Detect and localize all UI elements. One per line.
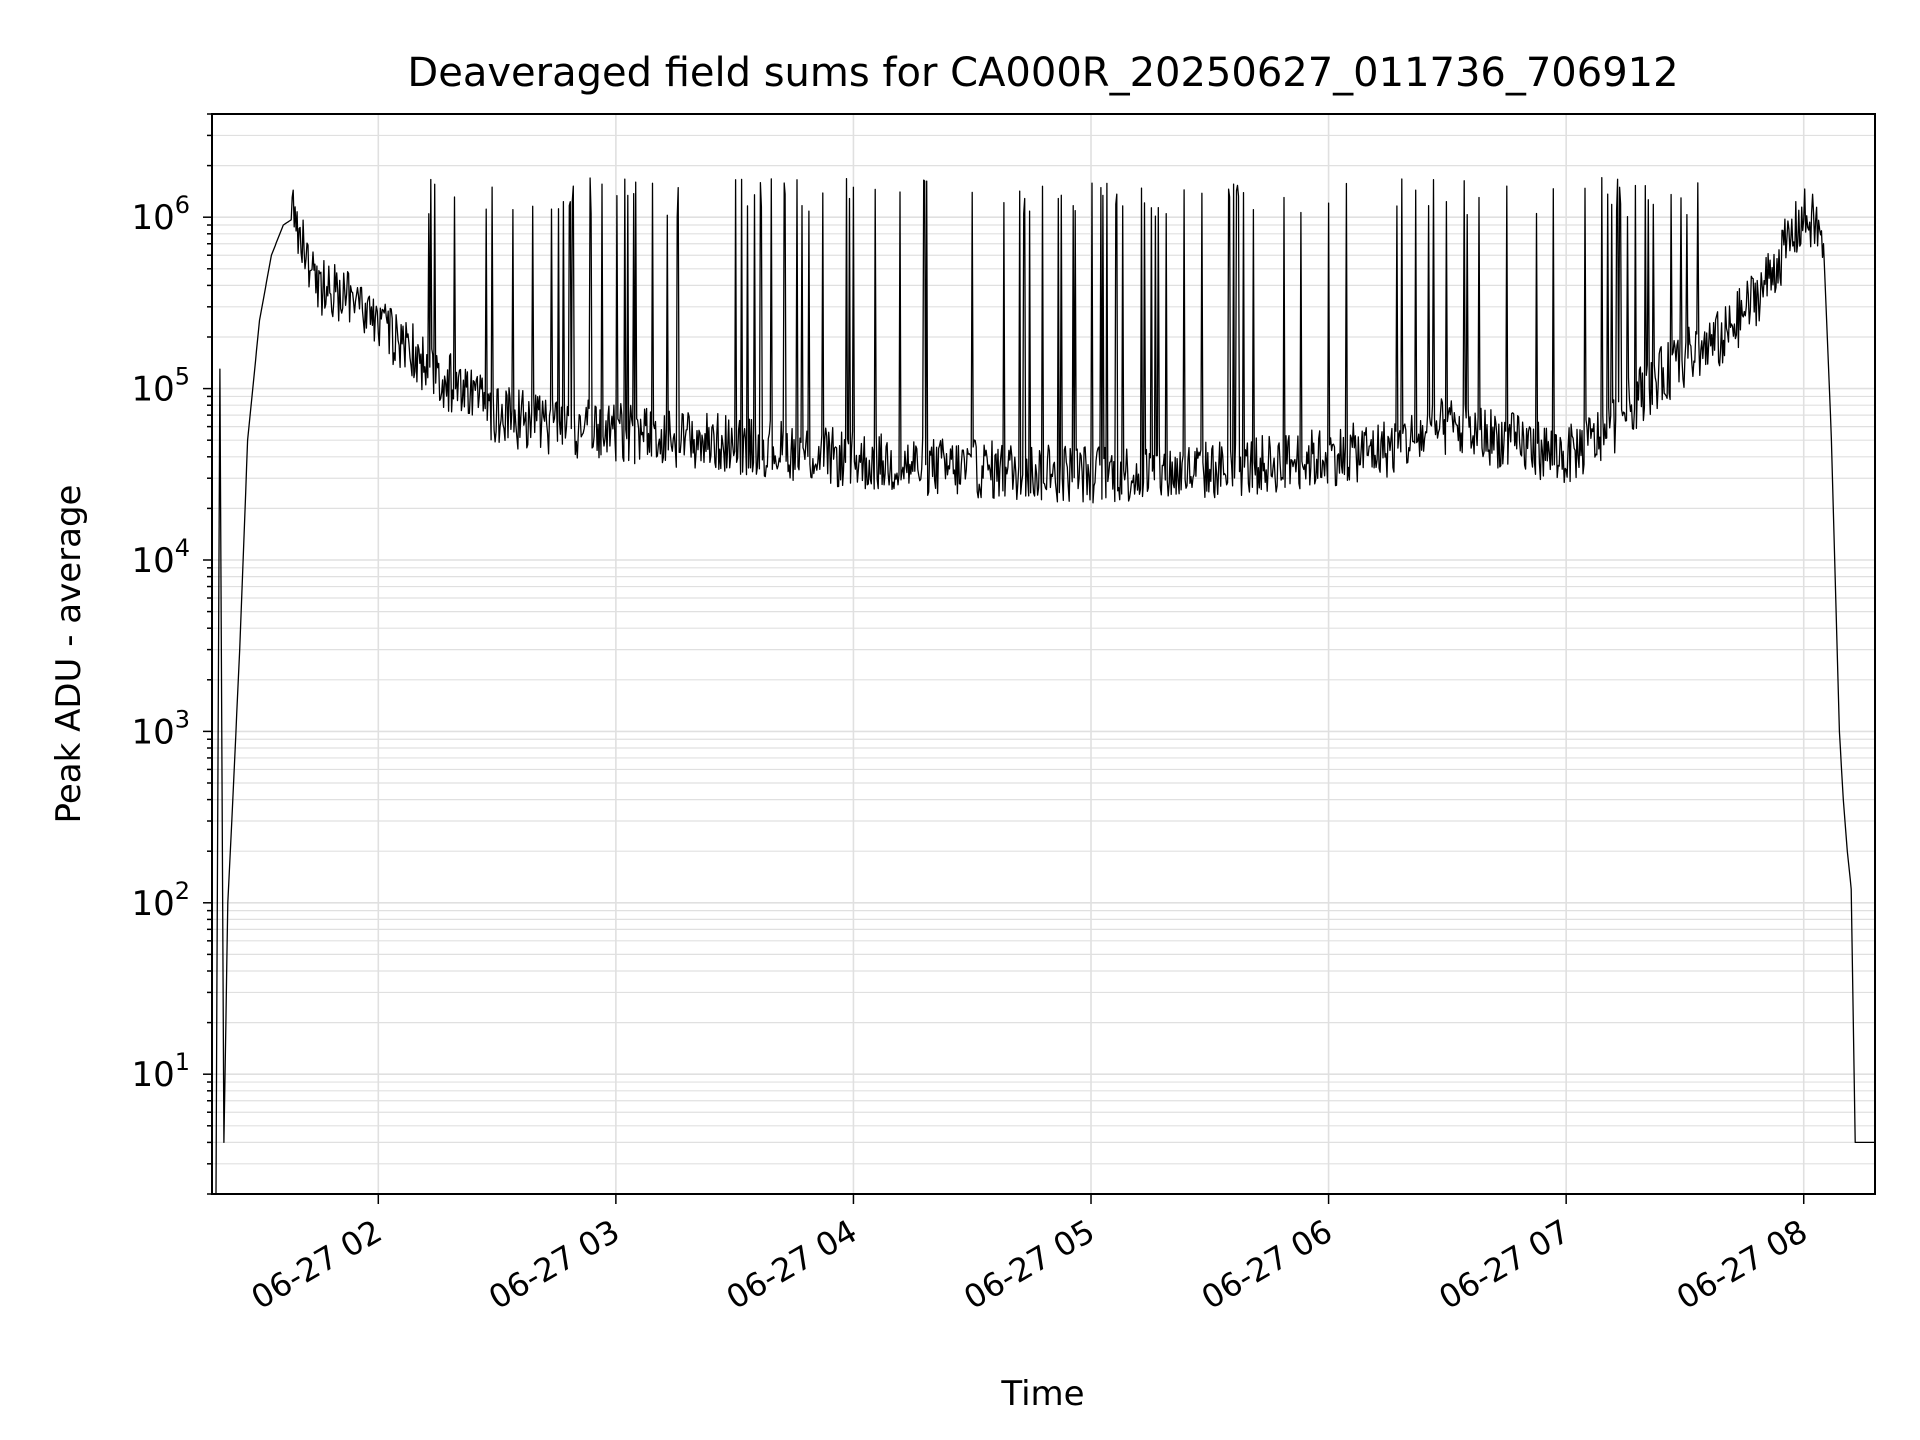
- y-tick-label: 105: [131, 363, 190, 410]
- y-tick-label: 103: [131, 705, 190, 752]
- y-tick-label-exponent: 5: [175, 363, 190, 391]
- y-tick-label-base: 10: [131, 541, 174, 581]
- y-tick-label-base: 10: [131, 370, 174, 410]
- y-axis-label: Peak ADU - average: [49, 485, 89, 824]
- y-tick-label-exponent: 1: [175, 1048, 190, 1076]
- y-tick-label-base: 10: [131, 1055, 174, 1095]
- x-axis-label: Time: [1000, 1374, 1084, 1414]
- plot-frame: [211, 113, 1876, 1195]
- y-tick-label: 101: [131, 1048, 190, 1095]
- series-line: [215, 177, 1875, 1195]
- y-tick-label: 102: [131, 877, 190, 924]
- y-tick-label-base: 10: [131, 198, 174, 238]
- chart-title: Deaveraged field sums for CA000R_2025062…: [407, 50, 1678, 96]
- y-tick-label-exponent: 2: [175, 877, 190, 905]
- y-tick-label: 106: [131, 191, 190, 238]
- plot-layer: [215, 177, 1875, 1195]
- y-tick-label: 104: [131, 534, 190, 581]
- y-tick-label-base: 10: [131, 712, 174, 752]
- y-tick-label-exponent: 4: [175, 534, 190, 562]
- y-tick-label-base: 10: [131, 884, 174, 924]
- y-tick-label-exponent: 3: [175, 705, 190, 733]
- y-tick-label-exponent: 6: [175, 191, 190, 219]
